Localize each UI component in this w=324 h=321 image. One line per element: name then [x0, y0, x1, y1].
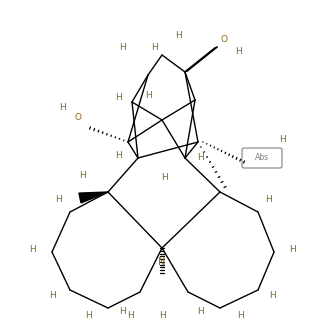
- Text: H: H: [119, 44, 125, 53]
- Text: H: H: [127, 310, 133, 319]
- Polygon shape: [79, 192, 108, 203]
- Text: Abs: Abs: [255, 153, 269, 162]
- Text: O: O: [221, 36, 227, 45]
- Text: H: H: [269, 291, 275, 299]
- Text: H: H: [145, 91, 151, 100]
- Text: H: H: [115, 151, 122, 160]
- Text: H: H: [59, 103, 65, 112]
- Text: H: H: [279, 135, 285, 144]
- Text: H: H: [161, 173, 168, 183]
- Text: H: H: [197, 153, 203, 162]
- Text: H: H: [197, 308, 203, 317]
- Text: H: H: [237, 310, 243, 319]
- Text: H: H: [29, 246, 36, 255]
- Text: H: H: [289, 246, 295, 255]
- FancyBboxPatch shape: [242, 148, 282, 168]
- Text: O: O: [75, 114, 82, 123]
- Text: H: H: [115, 93, 122, 102]
- Text: H: H: [152, 44, 158, 53]
- Text: H: H: [265, 195, 272, 204]
- Text: N: N: [158, 257, 166, 267]
- Text: H: H: [55, 195, 61, 204]
- Text: H: H: [119, 308, 125, 317]
- Text: H: H: [49, 291, 55, 299]
- Text: H: H: [235, 48, 241, 56]
- Text: H: H: [85, 310, 91, 319]
- Text: H: H: [175, 30, 181, 39]
- Text: H: H: [79, 170, 86, 179]
- Text: H: H: [159, 310, 165, 319]
